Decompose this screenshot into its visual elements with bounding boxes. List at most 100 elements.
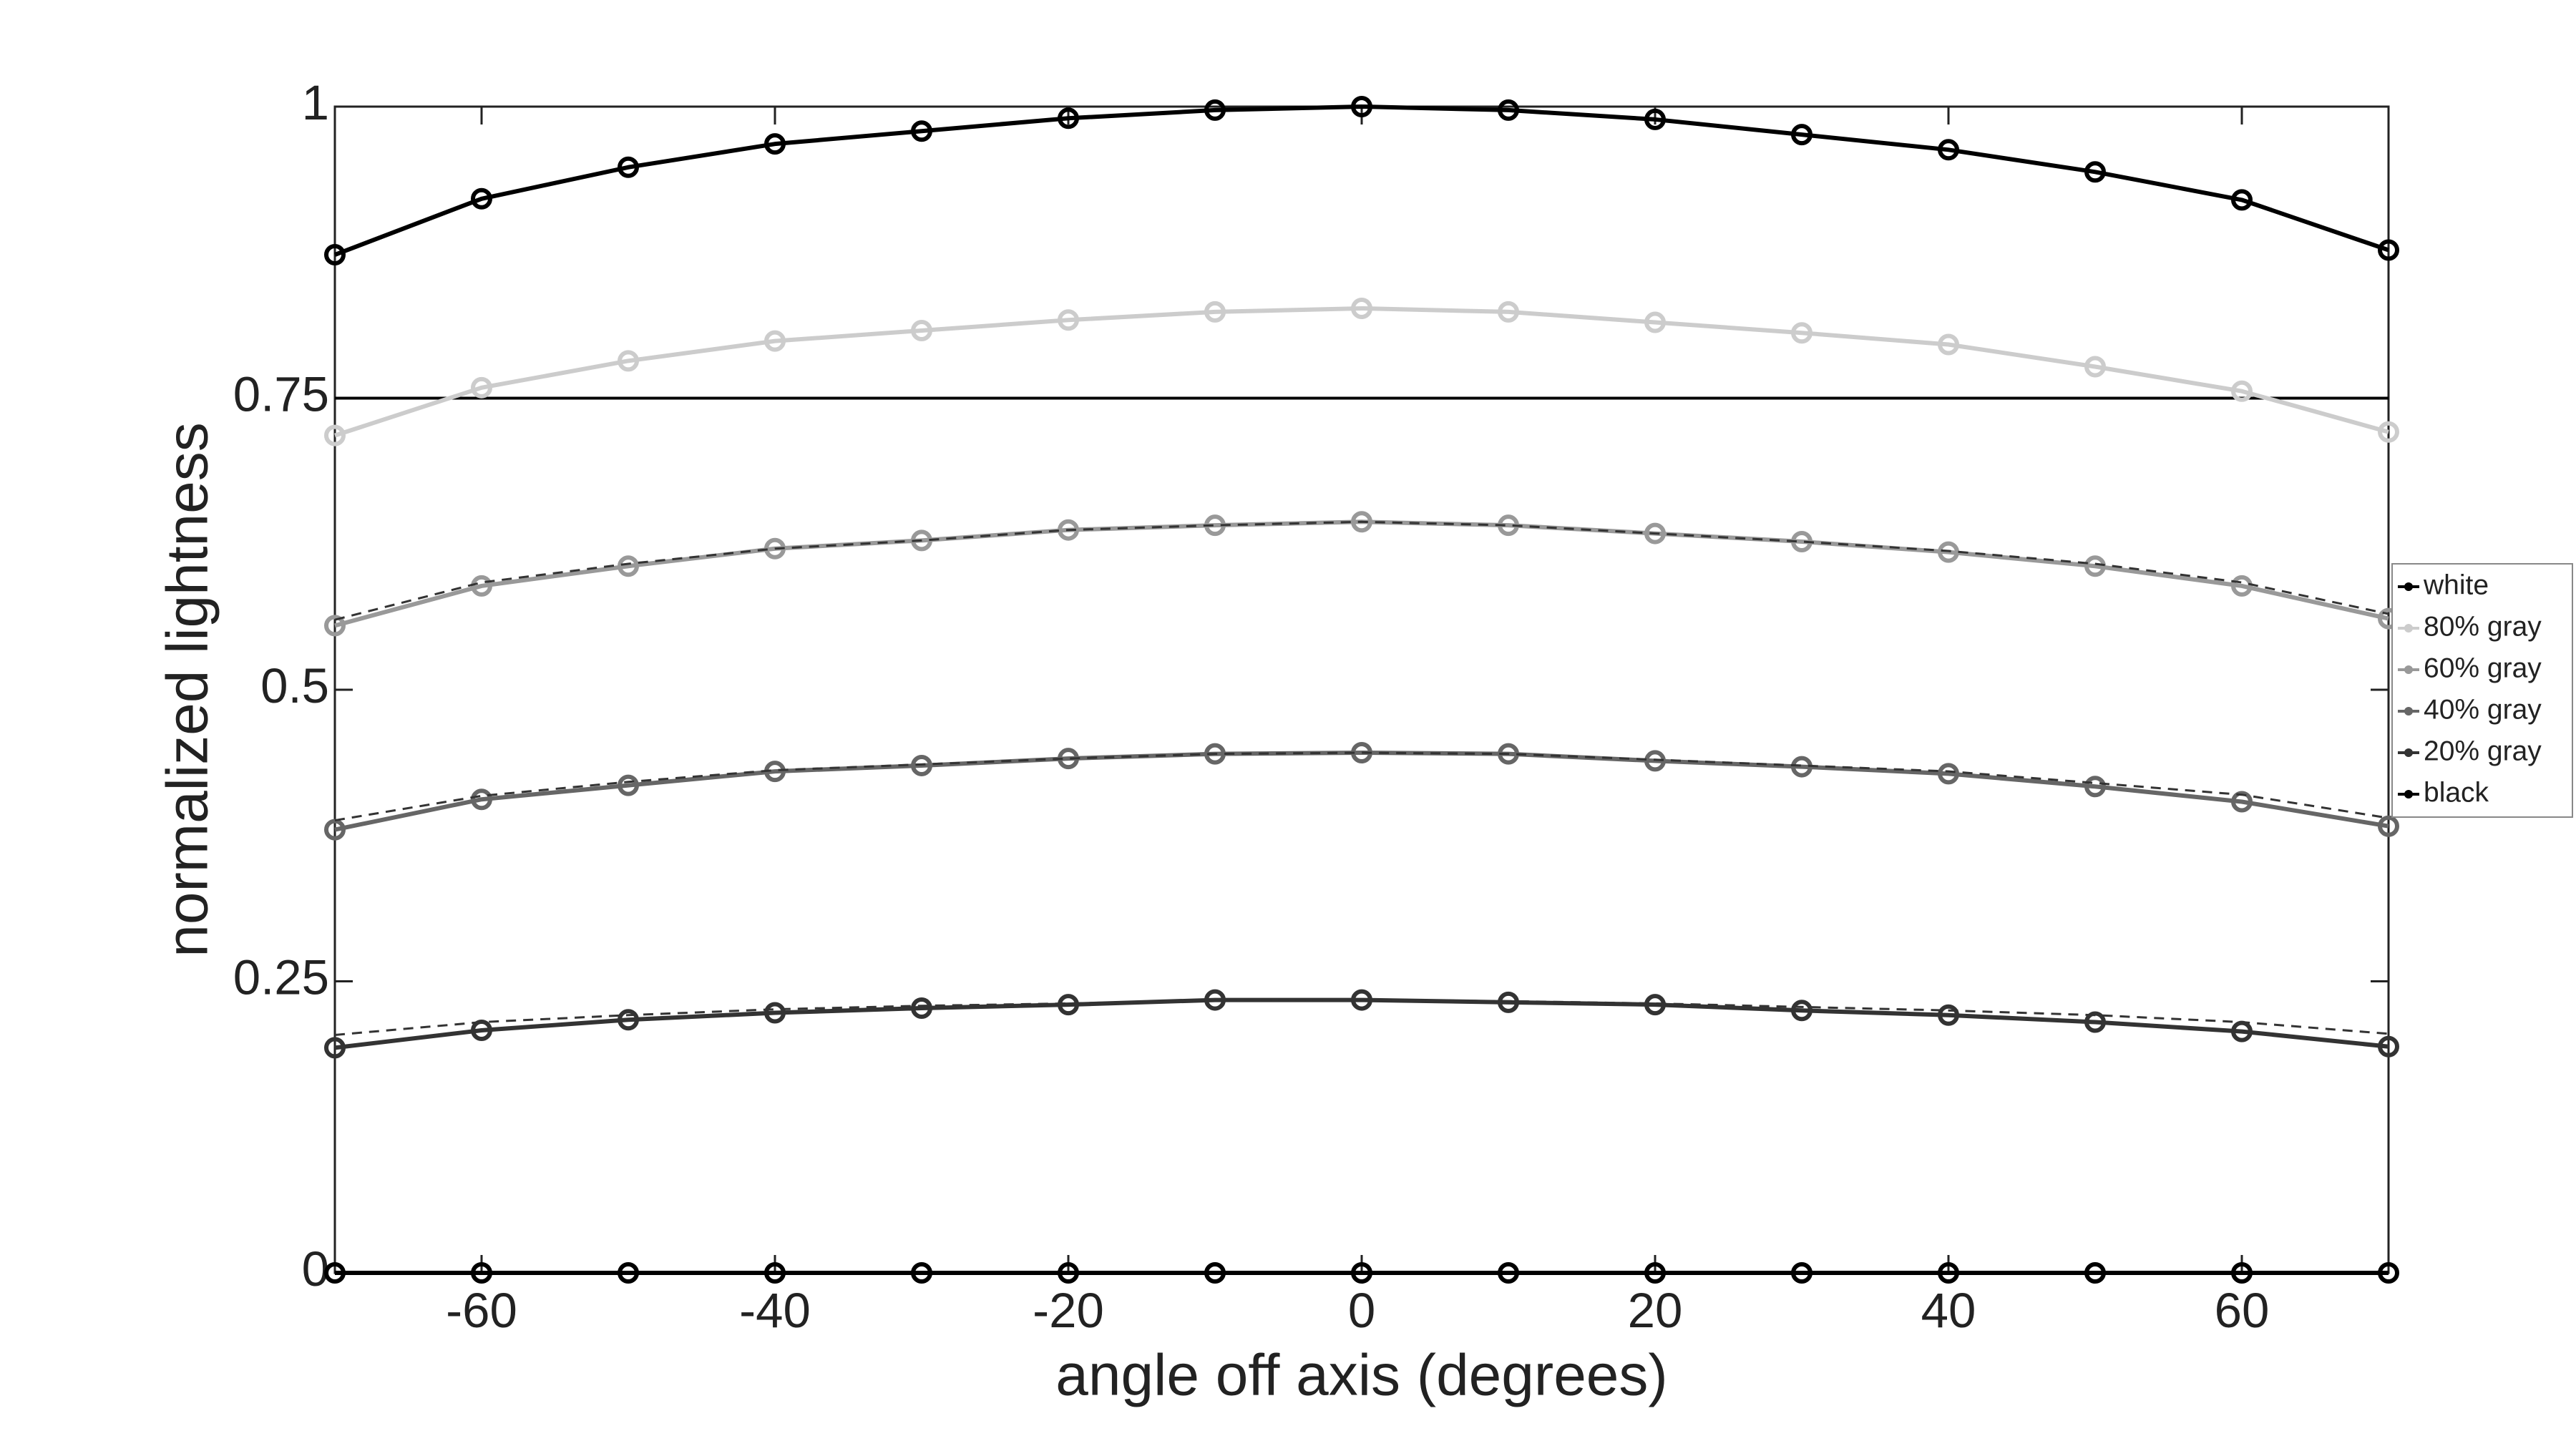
- data-point: [1938, 1004, 1959, 1026]
- series-line: [334, 306, 2389, 438]
- data-point: [1938, 1262, 1959, 1284]
- legend-box: [2391, 563, 2573, 818]
- data-point: [1204, 99, 1226, 121]
- legend-marker: [2404, 624, 2413, 633]
- data-point: [618, 156, 639, 178]
- data-point: [618, 1262, 639, 1284]
- data-point: [1791, 1262, 1813, 1284]
- data-point: [1791, 124, 1813, 146]
- data-point: [2378, 421, 2399, 443]
- data-point: [471, 788, 492, 811]
- legend-label: 80% gray: [2424, 611, 2542, 642]
- data-point: [618, 1009, 639, 1031]
- y-tick-label: 0.75: [233, 367, 329, 422]
- data-point: [2231, 575, 2253, 597]
- data-point: [618, 774, 639, 796]
- data-point: [2378, 239, 2399, 261]
- data-point: [324, 1262, 346, 1284]
- data-point: [1351, 96, 1372, 117]
- data-point: [2084, 356, 2106, 378]
- data-point: [911, 997, 932, 1019]
- data-point: [1938, 541, 1959, 563]
- data-point: [324, 615, 346, 637]
- series-line: [334, 519, 2389, 628]
- data-point: [764, 330, 786, 352]
- data-point: [1351, 511, 1372, 533]
- data-point: [911, 1262, 932, 1284]
- data-point: [1058, 1262, 1079, 1284]
- data-point: [618, 555, 639, 577]
- data-point: [1498, 1262, 1519, 1284]
- y-axis-label: normalized lightness: [155, 422, 220, 957]
- data-point: [324, 1037, 346, 1059]
- data-point: [1644, 522, 1666, 544]
- data-point: [1498, 991, 1519, 1013]
- data-point: [1644, 311, 1666, 333]
- data-point: [2231, 380, 2253, 402]
- data-point: [2378, 1262, 2399, 1284]
- x-tick-label: 40: [1921, 1283, 1976, 1338]
- y-tick-label: 1: [302, 75, 329, 130]
- x-tick-label: 60: [2215, 1283, 2270, 1338]
- reference-curve: [334, 751, 2389, 822]
- x-tick-label: 20: [1628, 1283, 1683, 1338]
- data-point: [2084, 555, 2106, 577]
- data-point: [2084, 1262, 2106, 1284]
- legend-label: 20% gray: [2424, 736, 2542, 766]
- data-point: [911, 120, 932, 142]
- plot-frame: [333, 105, 2390, 1274]
- data-point: [2084, 161, 2106, 183]
- data-point: [2231, 791, 2253, 813]
- data-point: [764, 1002, 786, 1024]
- x-tick-label: -40: [739, 1283, 811, 1338]
- data-point: [764, 1262, 786, 1284]
- y-tick-label: 0.25: [233, 950, 329, 1005]
- data-point: [471, 1262, 492, 1284]
- x-tick-label: -60: [446, 1283, 517, 1338]
- x-tick-label: 0: [1348, 1283, 1375, 1338]
- data-point: [1791, 322, 1813, 344]
- legend-label: 40% gray: [2424, 694, 2542, 725]
- data-point: [1938, 139, 1959, 161]
- data-point: [1938, 763, 1959, 785]
- data-point: [1058, 107, 1079, 130]
- series-line: [333, 104, 2389, 257]
- data-point: [1351, 297, 1372, 319]
- data-point: [911, 754, 932, 776]
- legend-label: white: [2423, 570, 2489, 600]
- reference-curve: [334, 520, 2389, 621]
- data-point: [2084, 776, 2106, 798]
- data-point: [471, 187, 492, 210]
- data-point: [1351, 1262, 1372, 1284]
- x-axis-label: angle off axis (degrees): [1055, 1343, 1667, 1408]
- data-point: [2084, 1011, 2106, 1033]
- legend-marker: [2404, 790, 2413, 798]
- data-point: [1204, 743, 1226, 765]
- data-point: [1644, 108, 1666, 130]
- data-point: [2231, 1262, 2253, 1284]
- legend-label: black: [2424, 777, 2489, 808]
- y-tick-label: 0.5: [260, 658, 329, 713]
- data-point: [2378, 1035, 2399, 1058]
- data-point: [911, 319, 932, 341]
- legend-marker: [2404, 707, 2413, 716]
- data-point: [618, 350, 639, 372]
- legend-marker: [2404, 665, 2413, 674]
- data-point: [471, 376, 492, 399]
- data-point: [1204, 989, 1226, 1011]
- data-point: [324, 424, 346, 446]
- data-point: [2231, 189, 2253, 211]
- data-point: [324, 819, 346, 841]
- legend: white 80% gray 60% gray 40% gray 20% gray bla…: [2391, 563, 2573, 818]
- data-point: [1498, 301, 1519, 323]
- data-point: [471, 575, 492, 597]
- y-tick-label: 0: [302, 1241, 329, 1296]
- data-point: [1644, 750, 1666, 772]
- data-point: [1204, 301, 1226, 323]
- data-point: [764, 133, 786, 155]
- legend-label: 60% gray: [2424, 653, 2542, 683]
- data-point: [2378, 815, 2399, 837]
- series-line: [334, 997, 2389, 1050]
